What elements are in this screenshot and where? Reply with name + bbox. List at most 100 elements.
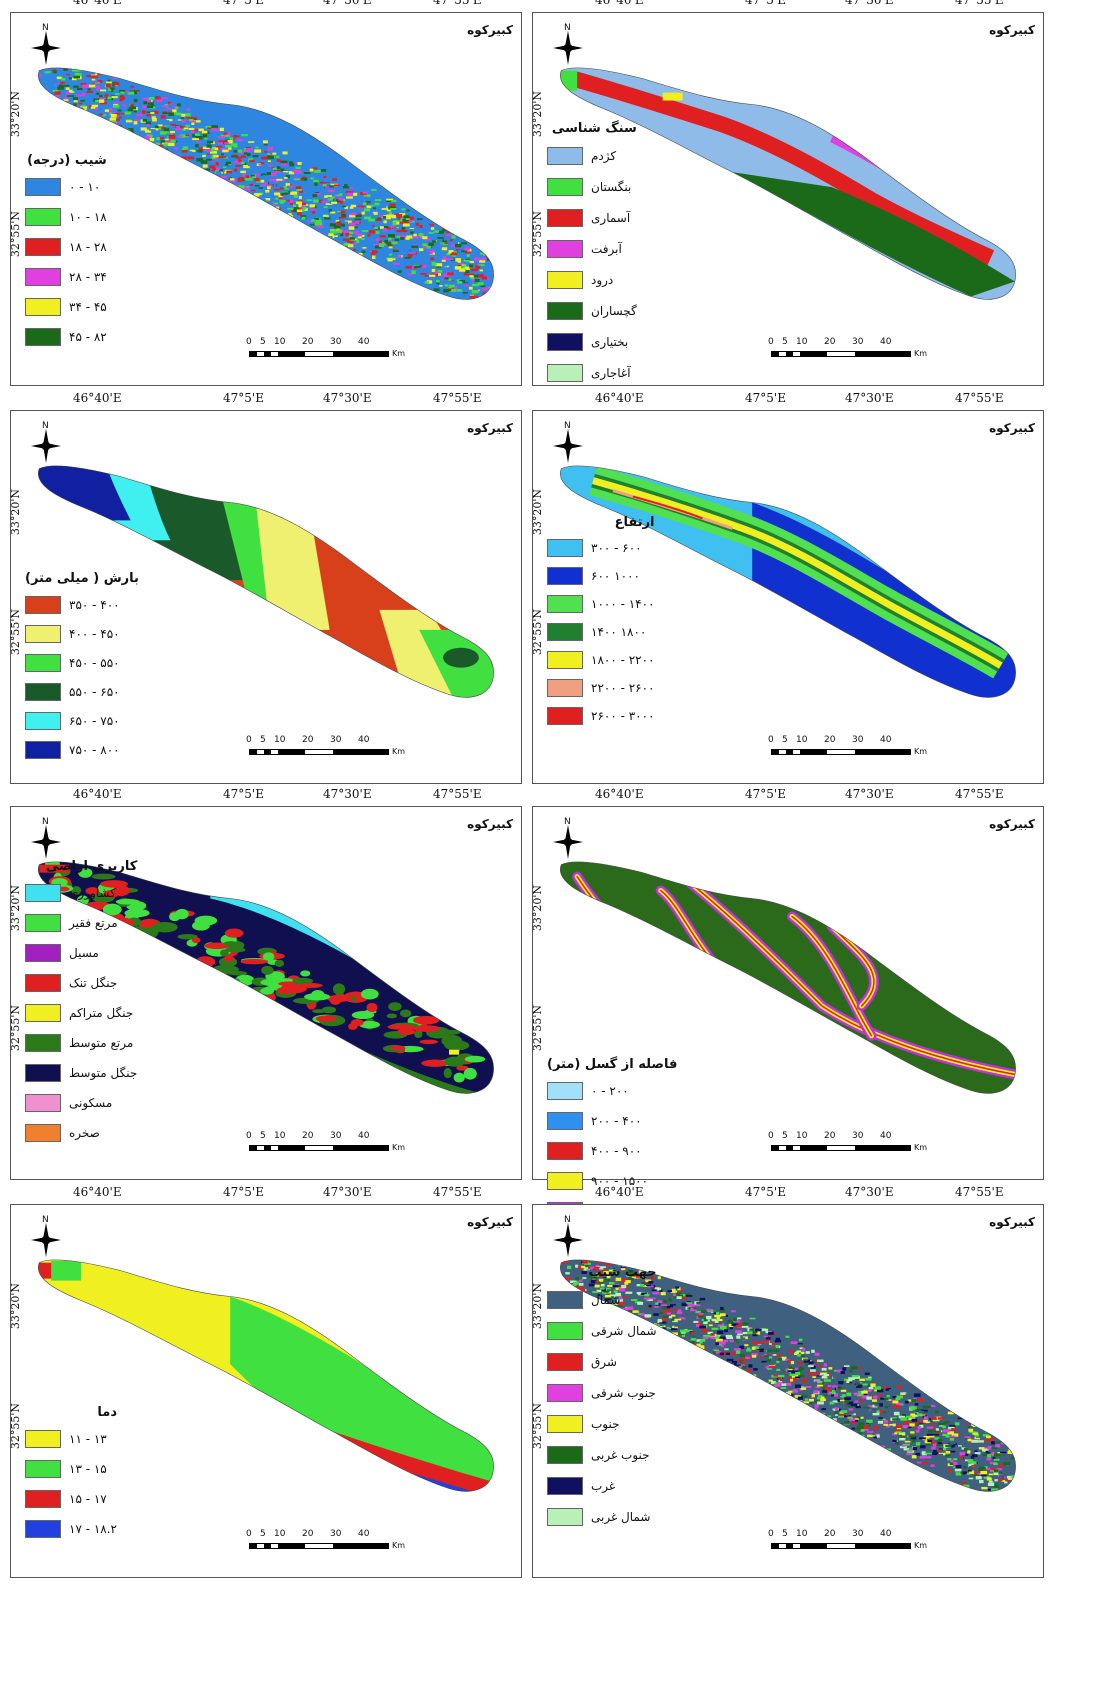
legend-item: ۱۸ - ۲۸: [25, 232, 107, 262]
place-name: کبیرکوه: [467, 23, 513, 37]
legend-swatch: [25, 682, 61, 701]
legend-item: ۱۳ - ۱۵: [25, 1454, 117, 1484]
scale-tick-label: 20: [302, 1529, 314, 1539]
legend-swatch: [547, 146, 583, 165]
latitude-label: 32°55'N: [9, 1005, 22, 1052]
map-panel-slope: 46°40'E 47°5'E 47°30'E 47°55'E 33°20'N 32°55'…: [9, 0, 522, 386]
place-name: کبیرکوه: [467, 817, 513, 831]
legend-swatch: [547, 1082, 583, 1100]
legend-title: بارش ( میلی متر): [25, 571, 139, 586]
legend-label: ۳۴ - ۴۵: [69, 300, 107, 314]
scale-bar: 0 5 10 20 30 40 Km: [246, 337, 405, 367]
scale-tick-label: 20: [302, 337, 314, 347]
longitude-label: 47°30'E: [845, 0, 894, 7]
longitude-label: 47°30'E: [845, 391, 894, 405]
legend-title: جهت شیب: [588, 1265, 657, 1280]
scale-tick-label: 30: [330, 1529, 342, 1539]
scale-unit: Km: [914, 1541, 928, 1550]
scale-tick-label: 40: [358, 1131, 370, 1141]
scale-unit: Km: [392, 1541, 406, 1550]
longitude-label: 46°40'E: [595, 787, 644, 801]
scale-unit: Km: [914, 1143, 928, 1152]
legend-swatch: [547, 1142, 583, 1160]
scale-unit: Km: [914, 747, 928, 756]
scale-tick-label: 30: [330, 337, 342, 347]
map-legend: جهت شیب شمال شمال شرقی شرق جنوب شرقی جنوب جنوب…: [547, 1265, 657, 1532]
legend-swatch: [547, 567, 583, 585]
scale-tick-label: 5: [782, 1131, 788, 1141]
scale-tick-label: 5: [782, 735, 788, 745]
latitude-label: 33°20'N: [9, 885, 22, 932]
latitude-label: 33°20'N: [9, 91, 22, 138]
legend-swatch: [547, 1112, 583, 1130]
scale-bar-graphic: [249, 749, 389, 755]
scale-unit: Km: [392, 349, 406, 358]
longitude-label: 47°5'E: [223, 1185, 264, 1199]
legend-swatch: [25, 884, 61, 902]
scale-tick-label: 30: [852, 1131, 864, 1141]
latitude-label: 32°55'N: [9, 609, 22, 656]
legend-item: ۲۸ - ۳۴: [25, 262, 107, 292]
scale-tick-label: 10: [796, 1131, 808, 1141]
legend-label: درود: [591, 272, 614, 287]
legend-swatch: [25, 1430, 61, 1448]
legend-item: ۱۴۰۰ ۱۸۰۰: [547, 618, 655, 646]
legend-title: فاصله از گسل (متر): [547, 1057, 678, 1072]
legend-swatch: [25, 1034, 61, 1052]
scale-tick-label: 10: [796, 735, 808, 745]
legend-label: گچساران: [591, 303, 637, 318]
north-letter: N: [42, 23, 49, 33]
legend-swatch: [547, 301, 583, 320]
legend-swatch: [25, 1124, 61, 1142]
legend-swatch: [25, 178, 61, 196]
legend-item: آبرفت: [547, 233, 637, 264]
legend-swatch: [547, 1290, 583, 1309]
scale-bar-graphic: [771, 1543, 911, 1549]
longitude-label: 47°30'E: [323, 787, 372, 801]
place-name: کبیرکوه: [467, 421, 513, 435]
longitude-label: 47°30'E: [845, 787, 894, 801]
latitude-label: 33°20'N: [531, 885, 544, 932]
legend-label: بنگستان: [591, 179, 632, 194]
legend-item: ۶۰۰ ۱۰۰۰: [547, 562, 655, 590]
legend-swatch: [547, 1414, 583, 1433]
scale-bar: 0 5 10 20 30 40 Km: [246, 735, 405, 765]
legend-label: غرب: [591, 1478, 616, 1493]
scale-tick-label: 40: [358, 337, 370, 347]
scale-tick-label: 5: [260, 1131, 266, 1141]
longitude-label: 47°5'E: [745, 1185, 786, 1199]
legend-swatch: [25, 624, 61, 643]
legend-item: آسماری: [547, 202, 637, 233]
latitude-label: 33°20'N: [531, 91, 544, 138]
scale-bar: 0 5 10 20 30 40 Km: [246, 1529, 405, 1559]
latitude-label: 32°55'N: [531, 211, 544, 258]
scale-tick-label: 5: [260, 337, 266, 347]
scale-unit: Km: [392, 1143, 406, 1152]
longitude-label: 47°5'E: [745, 391, 786, 405]
scale-tick-label: 40: [880, 735, 892, 745]
legend-swatch: [547, 332, 583, 351]
scale-bar: 0 5 10 20 30 40 Km: [768, 1529, 927, 1559]
legend-item: مرتع فقیر: [25, 908, 137, 938]
latitude-label: 33°20'N: [531, 1283, 544, 1330]
north-letter: N: [42, 817, 49, 827]
legend-label: ۷۵۰ - ۸۰۰: [69, 742, 120, 757]
scale-tick-label: 30: [330, 1131, 342, 1141]
latitude-label: 33°20'N: [9, 1283, 22, 1330]
latitude-label: 32°55'N: [531, 1403, 544, 1450]
legend-label: ۵۵۰ - ۶۵۰: [69, 684, 120, 699]
legend-swatch: [25, 944, 61, 962]
scale-tick-label: 40: [358, 1529, 370, 1539]
scale-tick-label: 20: [824, 1529, 836, 1539]
longitude-label: 47°55'E: [955, 1185, 1004, 1199]
legend-swatch: [547, 651, 583, 669]
legend-label: ۱۷ - ۱۸.۲: [69, 1522, 117, 1536]
legend-item: شرق: [547, 1346, 657, 1377]
legend-item: ۴۰۰ - ۹۰۰: [547, 1136, 677, 1166]
legend-item: ۱۰ - ۱۸: [25, 202, 107, 232]
scale-tick-label: 30: [852, 1529, 864, 1539]
scale-tick-label: 10: [274, 337, 286, 347]
longitude-label: 47°30'E: [323, 0, 372, 7]
legend-item: ۶۵۰ - ۷۵۰: [25, 706, 139, 735]
map-panel-precipitation: 46°40'E 47°5'E 47°30'E 47°55'E 33°20'N 32°55'…: [9, 391, 522, 784]
